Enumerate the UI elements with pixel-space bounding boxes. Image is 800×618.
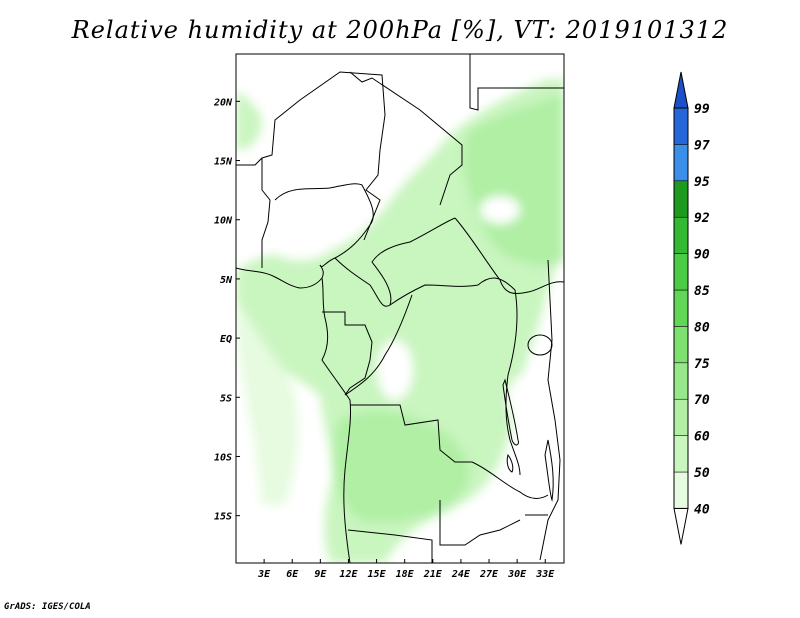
- colorbar-label: 70: [694, 393, 710, 408]
- border-drc-west: [344, 294, 413, 396]
- lake-tanganyika: [502, 378, 519, 446]
- grads-credit: GrADS: IGES/COLA: [4, 602, 91, 612]
- lat-tick-label: EQ: [220, 334, 232, 345]
- lon-tick-label: 9E: [314, 569, 327, 580]
- border-zambia: [471, 461, 549, 499]
- lon-tick-label: 15E: [368, 569, 387, 580]
- border-north-4: [261, 158, 271, 268]
- country-boundaries: [236, 54, 564, 563]
- colorbar-label: 85: [694, 284, 710, 299]
- colorbar-label: 99: [694, 102, 710, 117]
- lat-tick-label: 15S: [214, 512, 232, 523]
- colorbar-label: 75: [694, 357, 710, 372]
- humidity-region-core-s: [332, 410, 470, 523]
- coastline-west: [236, 264, 352, 563]
- colorbar-segment: [673, 253, 689, 291]
- lon-tick-label: 24E: [451, 569, 471, 580]
- border-nigeria: [274, 183, 374, 268]
- lon-tick-label: 12E: [339, 569, 358, 580]
- colorbar-label: 95: [694, 175, 710, 190]
- lake-volta: [506, 453, 514, 473]
- border-drc-angola: [350, 404, 472, 463]
- colorbar-label: 80: [694, 320, 710, 335]
- colorbar-segment: [673, 326, 689, 364]
- colorbar-segment: [673, 289, 689, 327]
- humidity-region-core-ne: [463, 95, 564, 266]
- lat-ticks: 20N 15N 10N 5N EQ 5S 10S 15S: [213, 97, 240, 523]
- colorbar-segment: [673, 471, 689, 509]
- colorbar-label: 60: [694, 430, 710, 445]
- border-north-3: [469, 54, 564, 111]
- lat-tick-label: 10S: [214, 452, 232, 463]
- colorbar-segment: [673, 144, 689, 182]
- border-gabon-congo: [322, 311, 373, 396]
- colorbar-label: 90: [694, 248, 710, 263]
- humidity-region-west: [236, 300, 299, 505]
- lat-tick-label: 15N: [214, 157, 233, 168]
- colorbar-label: 40: [694, 502, 710, 517]
- lake-victoria: [527, 334, 553, 356]
- lon-tick-label: 3E: [257, 569, 271, 580]
- border-north-1: [236, 71, 386, 241]
- lat-tick-label: 20N: [213, 97, 233, 108]
- colorbar-segment: [673, 398, 689, 436]
- colorbar-upper-triangle: [673, 71, 689, 109]
- border-east-2: [539, 259, 561, 561]
- colorbar-segment: [673, 362, 689, 400]
- colorbar-label: 92: [694, 211, 710, 226]
- lon-tick-label: 18E: [396, 569, 415, 580]
- colorbar-segment: [673, 180, 689, 218]
- map-frame: [235, 53, 565, 564]
- lake-malawi: [544, 439, 554, 502]
- lon-tick-label: 33E: [535, 569, 555, 580]
- border-south: [439, 500, 521, 546]
- lat-tick-label: 5S: [220, 393, 232, 404]
- colorbar-segment: [673, 216, 689, 254]
- colorbar-lower-triangle: [673, 507, 689, 545]
- border-car: [389, 277, 516, 306]
- chart-title: Relative humidity at 200hPa [%], VT: 201…: [71, 16, 729, 44]
- lon-tick-label: 21E: [423, 569, 443, 580]
- border-cameroon: [334, 217, 456, 307]
- colorbar-frame: [673, 107, 689, 509]
- lon-tick-label: 6E: [286, 569, 299, 580]
- colorbar-segment: [673, 107, 689, 145]
- humidity-region-north: [236, 90, 262, 150]
- border-drc-east: [505, 289, 521, 476]
- lon-tick-label: 30E: [507, 569, 527, 580]
- lon-ticks: 3E 6E 9E 12E 15E 18E 21E 24E 27E 30E 33E: [257, 559, 555, 580]
- humidity-field: [236, 54, 564, 563]
- colorbar: 40 50 60 70 75 80 85 90 92 95 97 99: [673, 71, 710, 545]
- lat-tick-label: 5N: [220, 275, 233, 286]
- lon-tick-label: 27E: [479, 569, 499, 580]
- border-angola-namibia: [347, 529, 433, 563]
- border-north-2: [349, 71, 463, 206]
- colorbar-label: 97: [694, 138, 710, 153]
- colorbar-segment: [673, 435, 689, 473]
- colorbar-label: 50: [694, 466, 710, 481]
- border-east-1: [454, 217, 564, 294]
- lat-tick-label: 10N: [214, 216, 233, 227]
